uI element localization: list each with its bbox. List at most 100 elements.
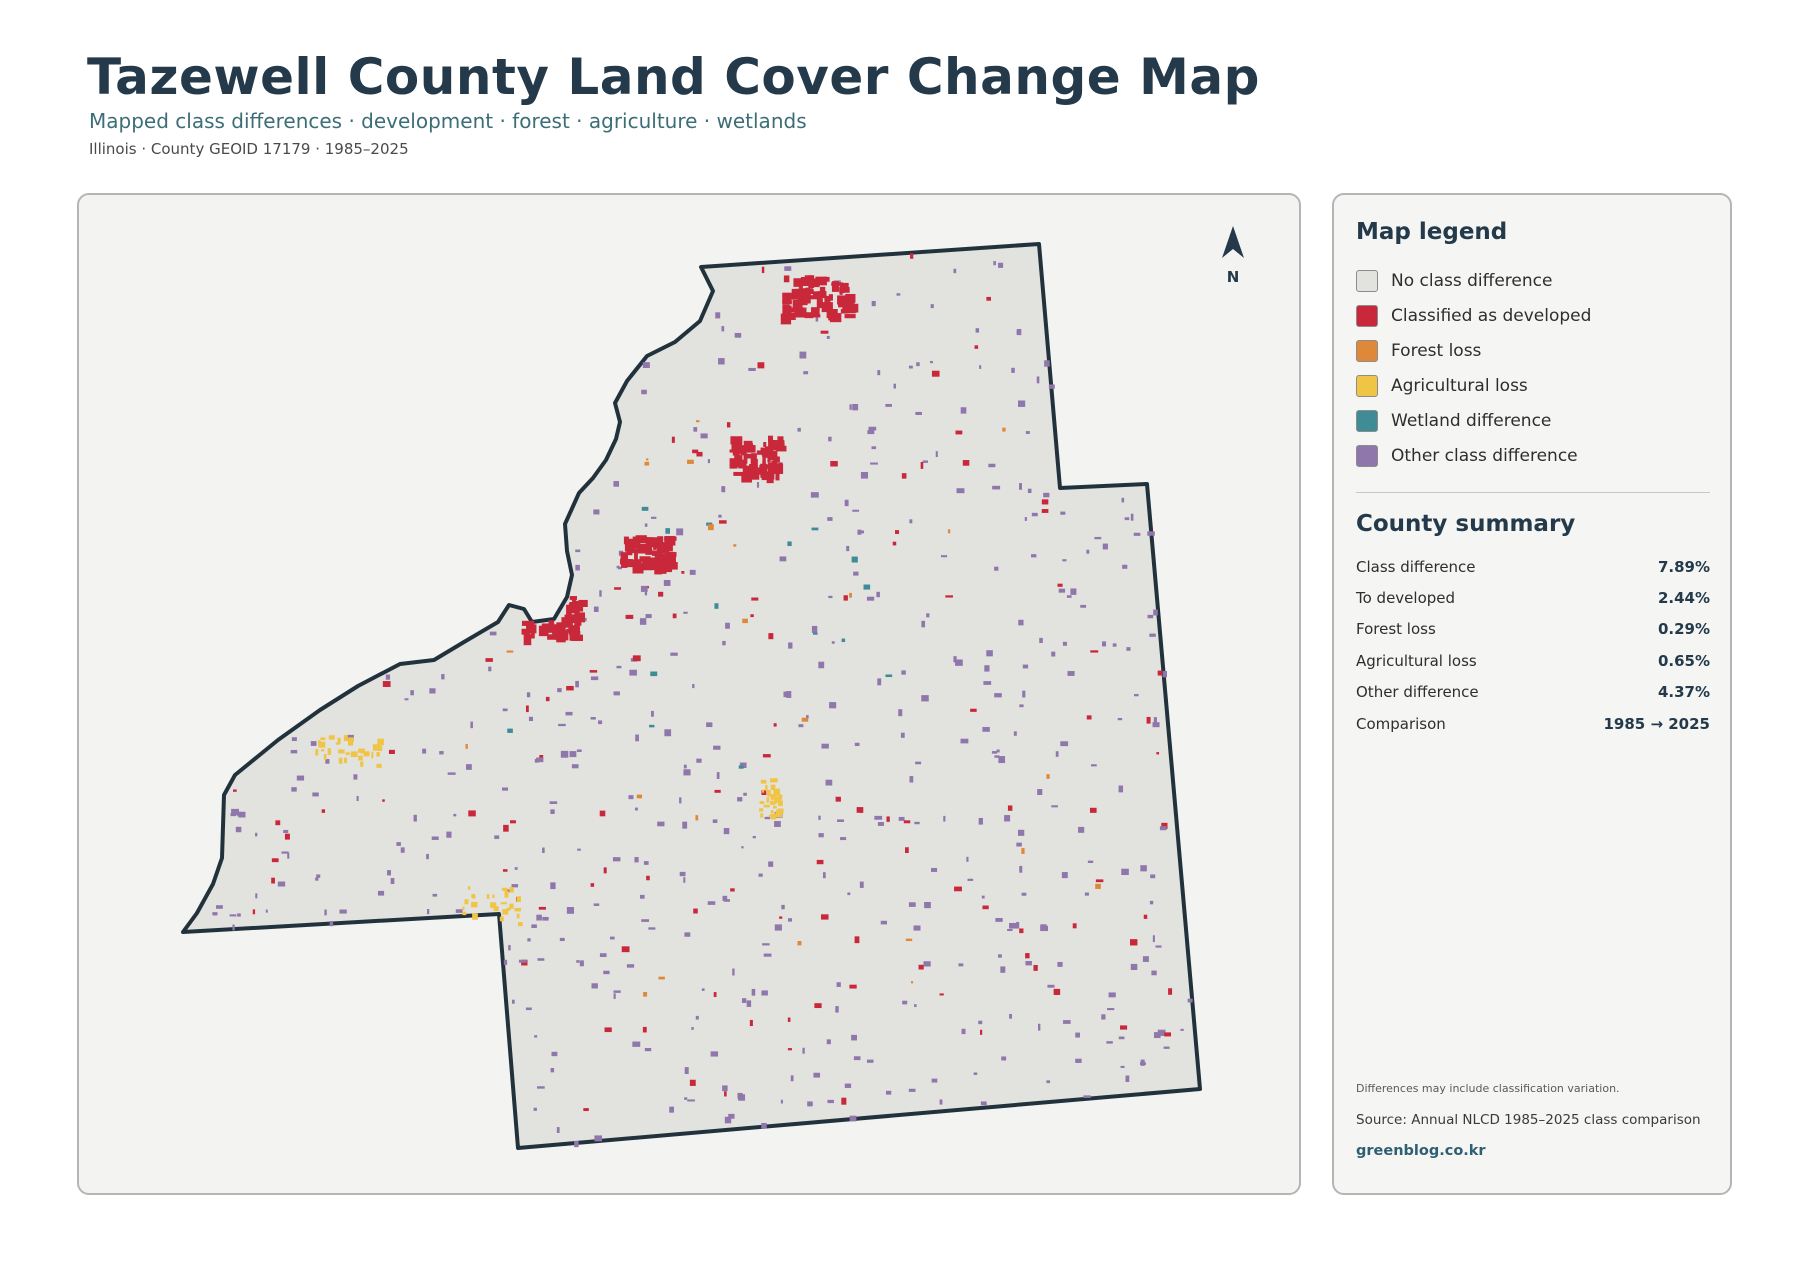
change-patch (644, 589, 648, 596)
change-patch (343, 735, 348, 742)
change-patch (742, 468, 754, 475)
change-patch (828, 314, 833, 321)
change-patch (1118, 785, 1124, 793)
change-patch (909, 776, 914, 783)
change-patch (738, 459, 747, 469)
change-patch (432, 893, 438, 897)
change-patch (1007, 928, 1013, 931)
change-patch (810, 314, 821, 318)
change-patch (238, 811, 246, 818)
change-patch (625, 560, 636, 568)
change-patch (785, 296, 791, 302)
change-patch (323, 753, 327, 760)
change-patch (410, 690, 414, 696)
change-patch (1095, 883, 1101, 889)
change-patch (886, 816, 890, 822)
legend-swatch (1356, 444, 1378, 467)
change-patch (1089, 807, 1097, 813)
change-patch (1018, 400, 1026, 407)
county-boundary (181, 242, 1202, 1150)
change-patch (510, 820, 516, 824)
change-patch (840, 837, 847, 841)
change-patch (502, 869, 508, 872)
change-patch (773, 723, 777, 727)
change-patches (212, 253, 1193, 1148)
change-patch (1018, 619, 1024, 626)
map-panel[interactable] (77, 193, 1301, 1195)
change-patch (733, 461, 739, 468)
change-patch (762, 943, 770, 946)
credit-link[interactable]: greenblog.co.kr (1356, 1143, 1486, 1159)
change-patch (216, 905, 223, 909)
change-patch (572, 600, 584, 612)
change-patch (1180, 1028, 1184, 1031)
change-patch (760, 813, 764, 818)
change-patch (590, 883, 595, 887)
change-patch (668, 540, 673, 552)
change-patch (804, 312, 814, 319)
change-patch (960, 738, 969, 744)
change-patch (743, 440, 753, 447)
county-map[interactable] (79, 195, 1301, 1195)
change-patch (525, 1007, 532, 1011)
change-patch (339, 909, 347, 914)
change-patch (1084, 892, 1089, 896)
change-patch (486, 894, 490, 899)
change-patch (599, 590, 602, 597)
change-patch (722, 1085, 728, 1092)
change-patch (439, 751, 444, 755)
change-patch (429, 688, 436, 694)
change-patch (325, 758, 330, 764)
change-patch (682, 821, 688, 829)
change-patch (643, 992, 648, 997)
change-patch (550, 1068, 555, 1073)
legend-item-other: Other class difference (1356, 438, 1591, 473)
legend-swatch (1356, 304, 1378, 327)
change-patch (1086, 715, 1092, 720)
change-patch (860, 530, 865, 534)
change-patch (1013, 731, 1017, 736)
change-patch (751, 597, 759, 601)
change-patch (358, 748, 365, 753)
change-patch (1095, 879, 1104, 883)
change-patch (849, 1115, 857, 1122)
change-patch (661, 554, 665, 564)
source-text: Source: Annual NLCD 1985–2025 class comp… (1356, 1112, 1701, 1128)
change-patch (470, 721, 473, 729)
change-patch (310, 741, 317, 746)
change-patch (665, 536, 677, 541)
change-patch (1057, 961, 1063, 967)
change-patch (530, 632, 535, 639)
change-patch (560, 750, 569, 758)
change-patch (1009, 1013, 1012, 1019)
change-patch (885, 674, 893, 678)
change-patch (642, 1026, 647, 1033)
change-patch (1133, 532, 1141, 536)
change-patch (742, 618, 748, 624)
change-patch (756, 450, 764, 455)
page-title: Tazewell County Land Cover Change Map (87, 48, 1260, 106)
change-patch (1001, 1056, 1007, 1061)
change-patch (574, 1140, 579, 1148)
change-patch (644, 1048, 652, 1052)
change-patch (793, 278, 803, 287)
summary-value: 1985 → 2025 (1603, 714, 1710, 733)
legend-panel: Map legend No class difference Classifie… (1332, 193, 1732, 1195)
change-patch (1027, 488, 1032, 493)
change-patch (811, 307, 820, 316)
change-patch (967, 878, 974, 881)
change-patch (762, 754, 771, 758)
change-patch (706, 522, 713, 526)
footnote: Differences may include classification v… (1356, 1082, 1620, 1095)
change-patch (955, 430, 963, 435)
change-patch (537, 958, 545, 961)
change-patch (975, 328, 980, 333)
change-patch (1118, 1036, 1125, 1040)
summary-value: 2.44% (1657, 589, 1710, 608)
change-patch (287, 852, 290, 859)
change-patch (851, 1034, 857, 1041)
change-patch (629, 669, 637, 676)
change-patch (628, 795, 634, 800)
change-patch (525, 705, 529, 713)
change-patch (930, 360, 933, 364)
